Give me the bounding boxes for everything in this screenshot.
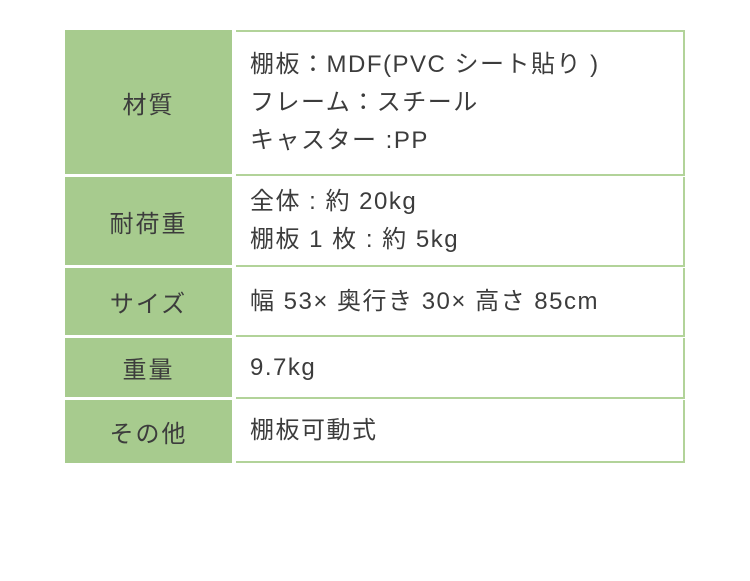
row-value-material: 棚板：MDF(PVC シート貼り ) フレーム：スチール キャスター :PP: [236, 30, 685, 176]
table-row-other: その他 棚板可動式: [65, 400, 685, 463]
row-label-load-capacity: 耐荷重: [65, 177, 232, 268]
table-row-load-capacity: 耐荷重 全体 : 約 20kg 棚板 1 枚 : 約 5kg: [65, 177, 685, 268]
row-value-size: 幅 53× 奥行き 30× 高さ 85cm: [236, 268, 685, 337]
table-row-weight: 重量 9.7kg: [65, 338, 685, 400]
row-value-other: 棚板可動式: [236, 400, 685, 463]
product-spec-table: 材質 棚板：MDF(PVC シート貼り ) フレーム：スチール キャスター :P…: [65, 30, 685, 463]
row-label-other: その他: [65, 400, 232, 463]
row-value-weight: 9.7kg: [236, 338, 685, 399]
row-value-load-capacity: 全体 : 約 20kg 棚板 1 枚 : 約 5kg: [236, 177, 685, 267]
row-label-weight: 重量: [65, 338, 232, 400]
row-label-material: 材質: [65, 30, 232, 177]
table-row-size: サイズ 幅 53× 奥行き 30× 高さ 85cm: [65, 268, 685, 338]
row-label-size: サイズ: [65, 268, 232, 338]
table-row-material: 材質 棚板：MDF(PVC シート貼り ) フレーム：スチール キャスター :P…: [65, 30, 685, 177]
